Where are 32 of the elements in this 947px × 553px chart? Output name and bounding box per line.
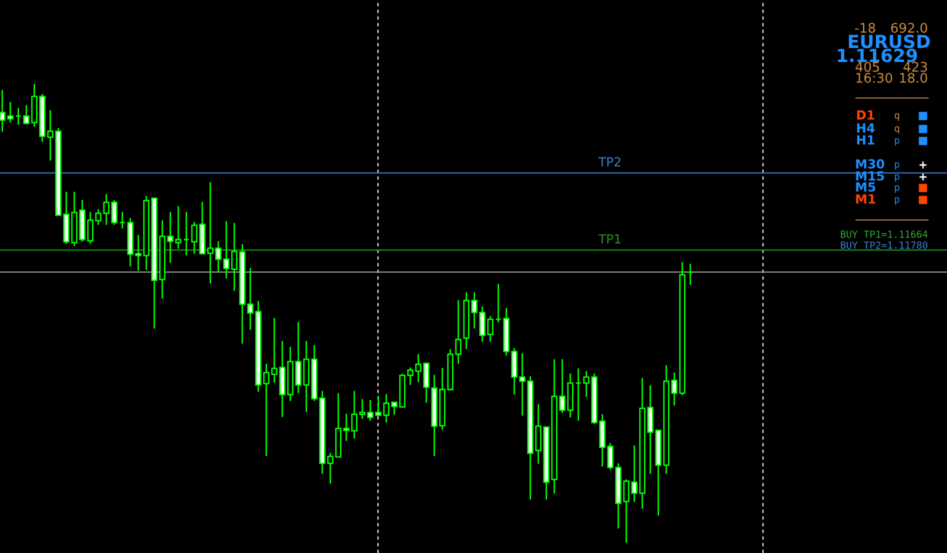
text: M5 [856, 182, 876, 192]
candlestick [687, 263, 694, 286]
ref-line-label: TP1 [598, 234, 620, 244]
text: 423 [903, 62, 927, 72]
text: 692.0 [891, 22, 928, 33]
text: D1 [857, 110, 874, 120]
text: M30 [856, 159, 884, 169]
text: BUY TP2=1.11780 [840, 241, 928, 249]
text: p [894, 185, 900, 193]
candlestick [183, 211, 190, 256]
text: H4 [857, 123, 875, 132]
text: p [894, 138, 900, 146]
text: 405 [856, 62, 880, 72]
candlestick [15, 107, 22, 126]
text: -18 [855, 22, 876, 33]
candlestick [495, 283, 502, 324]
text: 1.11629 [838, 48, 917, 62]
text: p [894, 174, 900, 182]
ref-line-label: TP2 [598, 157, 620, 166]
text: H1 [857, 135, 874, 144]
text: p [894, 197, 900, 205]
text: M1 [856, 194, 876, 204]
text: 18.0 [900, 72, 928, 83]
text: 16:30 [856, 72, 892, 83]
text: q [894, 113, 900, 121]
text: BUY TP1=1.11664 [840, 230, 928, 238]
candlestick [575, 368, 582, 422]
text: M15 [856, 171, 884, 181]
text: p [894, 162, 900, 170]
text: EURUSD [848, 34, 930, 48]
candlestick [119, 211, 126, 230]
text: q [894, 126, 900, 134]
